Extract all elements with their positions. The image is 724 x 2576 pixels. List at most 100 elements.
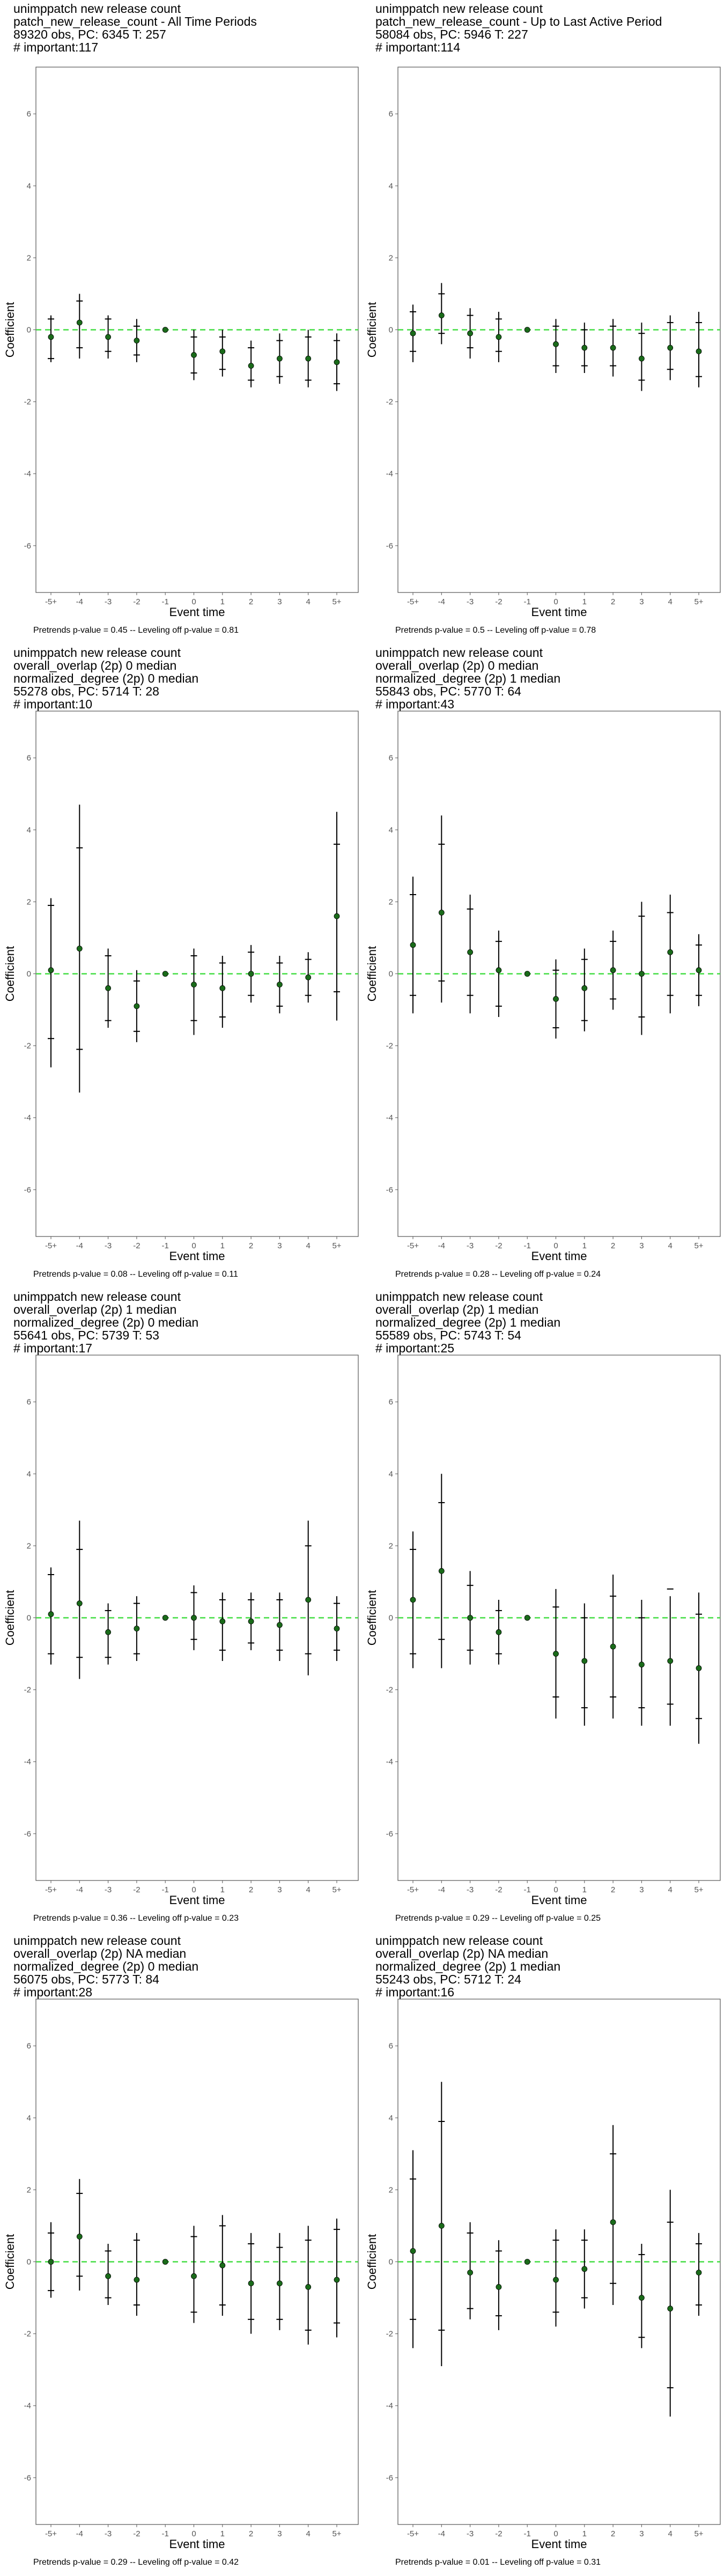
- coefficient-point: [191, 1615, 197, 1621]
- x-tick-label: 2: [611, 1885, 615, 1894]
- chart-title-line: # important:114: [375, 40, 461, 54]
- chart-plot: -6 -4 -2 0 2 4 6 Coefficient -5+ -4 -3 -2 -1 0 1 2 3 4 5+ E…: [365, 67, 721, 619]
- coefficient-point: [76, 319, 83, 326]
- x-tick-label: 1: [220, 2529, 225, 2538]
- chart-plot: -6 -4 -2 0 2 4 6 Coefficient -5+ -4 -3 -2 -1 0 1 2 3 4 5+ E…: [3, 1355, 359, 1907]
- x-tick-label: -5+: [407, 1885, 419, 1894]
- y-tick-label: 6: [27, 109, 31, 119]
- y-tick-label: 0: [389, 326, 393, 335]
- coefficient-point: [105, 985, 112, 991]
- coefficient-point: [248, 2280, 254, 2287]
- x-tick-label: 3: [277, 597, 282, 606]
- coefficient-point: [305, 1597, 312, 1603]
- coefficient-point: [610, 1643, 616, 1650]
- y-axis-label: Coefficient: [365, 302, 379, 358]
- x-tick-label: -3: [105, 597, 112, 606]
- coefficient-point: [696, 967, 702, 974]
- chart-title-line: # important:43: [375, 697, 455, 711]
- x-tick-label: 0: [191, 1241, 196, 1250]
- y-tick-label: -2: [24, 1042, 31, 1051]
- x-tick-label: 4: [668, 597, 673, 606]
- chart-plot: -6 -4 -2 0 2 4 6 Coefficient -5+ -4 -3 -2 -1 0 1 2 3 4 5+ E…: [3, 1999, 359, 2551]
- coefficient-point: [610, 345, 616, 351]
- coefficient-point: [581, 1658, 588, 1664]
- chart-title-line: patch_new_release_count - Up to Last Act…: [375, 14, 662, 28]
- x-tick-label: -4: [76, 2529, 83, 2538]
- x-tick-label: 2: [611, 2529, 615, 2538]
- coefficient-point: [696, 348, 702, 355]
- coefficient-point: [581, 345, 588, 351]
- coefficient-point: [248, 971, 254, 977]
- coefficient-point: [496, 1629, 502, 1635]
- y-tick-label: 2: [27, 2185, 31, 2194]
- x-tick-label: -2: [133, 1885, 140, 1894]
- x-tick-label: 3: [639, 1241, 644, 1250]
- coefficient-point: [334, 2277, 340, 2283]
- chart-title-line: unimppatch new release count: [13, 1934, 181, 1948]
- coefficient-point: [162, 1615, 168, 1621]
- y-axis-label: Coefficient: [3, 2234, 17, 2290]
- coefficient-point: [191, 982, 197, 988]
- chart-title-line: overall_overlap (2p) NA median: [375, 1946, 549, 1960]
- chart-title-line: # important:10: [13, 697, 93, 711]
- y-tick-label: 2: [389, 1541, 393, 1550]
- x-tick-label: -5+: [407, 2529, 419, 2538]
- x-tick-label: -3: [105, 1241, 112, 1250]
- x-tick-label: -3: [467, 597, 474, 606]
- coefficient-point: [134, 2277, 140, 2283]
- x-tick-label: 4: [306, 2529, 311, 2538]
- coefficient-point: [191, 352, 197, 358]
- x-axis-label: Event time: [531, 1249, 587, 1263]
- chart-title-line: 58084 obs, PC: 5946 T: 227: [375, 27, 528, 41]
- x-tick-label: -4: [76, 597, 83, 606]
- coefficient-point: [410, 1597, 416, 1603]
- x-tick-label: -3: [467, 2529, 474, 2538]
- x-tick-label: 0: [191, 597, 196, 606]
- coefficient-point: [162, 971, 168, 977]
- x-tick-label: 4: [306, 1885, 311, 1894]
- y-tick-label: -6: [24, 2473, 31, 2483]
- y-tick-label: -4: [386, 1758, 393, 1767]
- x-axis-label: Event time: [531, 2537, 587, 2551]
- chart-title-line: normalized_degree (2p) 1 median: [375, 671, 561, 685]
- x-tick-label: -5+: [45, 1885, 57, 1894]
- coefficient-point: [219, 985, 226, 991]
- x-tick-label: 1: [582, 1885, 587, 1894]
- coefficient-point: [134, 338, 140, 344]
- chart-title-line: 56075 obs, PC: 5773 T: 84: [13, 1972, 159, 1986]
- y-tick-label: 0: [27, 326, 31, 335]
- coefficient-point: [219, 348, 226, 355]
- x-tick-label: -1: [524, 1885, 531, 1894]
- coefficient-point: [667, 345, 674, 351]
- coefficient-point: [410, 330, 416, 336]
- chart-panel: unimppatch new release count overall_over…: [362, 1288, 724, 1932]
- coefficient-point: [639, 1662, 645, 1668]
- pvalue-footer: Pretrends p-value = 0.36 -- Leveling off…: [33, 1914, 239, 1923]
- y-tick-label: 0: [27, 1614, 31, 1623]
- x-tick-label: 4: [306, 597, 311, 606]
- coefficient-point: [105, 2273, 112, 2279]
- y-tick-label: 2: [27, 1541, 31, 1550]
- chart-panel: unimppatch new release count overall_over…: [362, 644, 724, 1288]
- chart-title-line: unimppatch new release count: [375, 1934, 543, 1948]
- x-tick-label: 3: [277, 2529, 282, 2538]
- y-tick-label: 4: [389, 825, 393, 835]
- chart-title-line: 55843 obs, PC: 5770 T: 64: [375, 684, 521, 698]
- chart-plot: -6 -4 -2 0 2 4 6 Coefficient -5+ -4 -3 -2 -1 0 1 2 3 4 5+ E…: [3, 67, 359, 619]
- y-tick-label: 6: [389, 753, 393, 763]
- x-tick-label: -5+: [407, 1241, 419, 1250]
- chart-panel: unimppatch new release count patch_new_re…: [362, 0, 724, 644]
- x-tick-label: 0: [553, 2529, 558, 2538]
- pvalue-footer: Pretrends p-value = 0.29 -- Leveling off…: [33, 2558, 239, 2567]
- x-tick-label: 1: [582, 597, 587, 606]
- y-tick-label: -2: [386, 398, 393, 407]
- x-tick-label: -2: [495, 1885, 502, 1894]
- chart-title-line: overall_overlap (2p) 0 median: [13, 658, 177, 672]
- coefficient-point: [524, 327, 530, 333]
- x-tick-label: 1: [220, 1885, 225, 1894]
- coefficient-point: [581, 2266, 588, 2272]
- x-axis-label: Event time: [531, 605, 587, 619]
- chart-title-line: unimppatch new release count: [13, 1290, 181, 1304]
- x-tick-label: 1: [582, 2529, 587, 2538]
- y-tick-label: 2: [27, 253, 31, 262]
